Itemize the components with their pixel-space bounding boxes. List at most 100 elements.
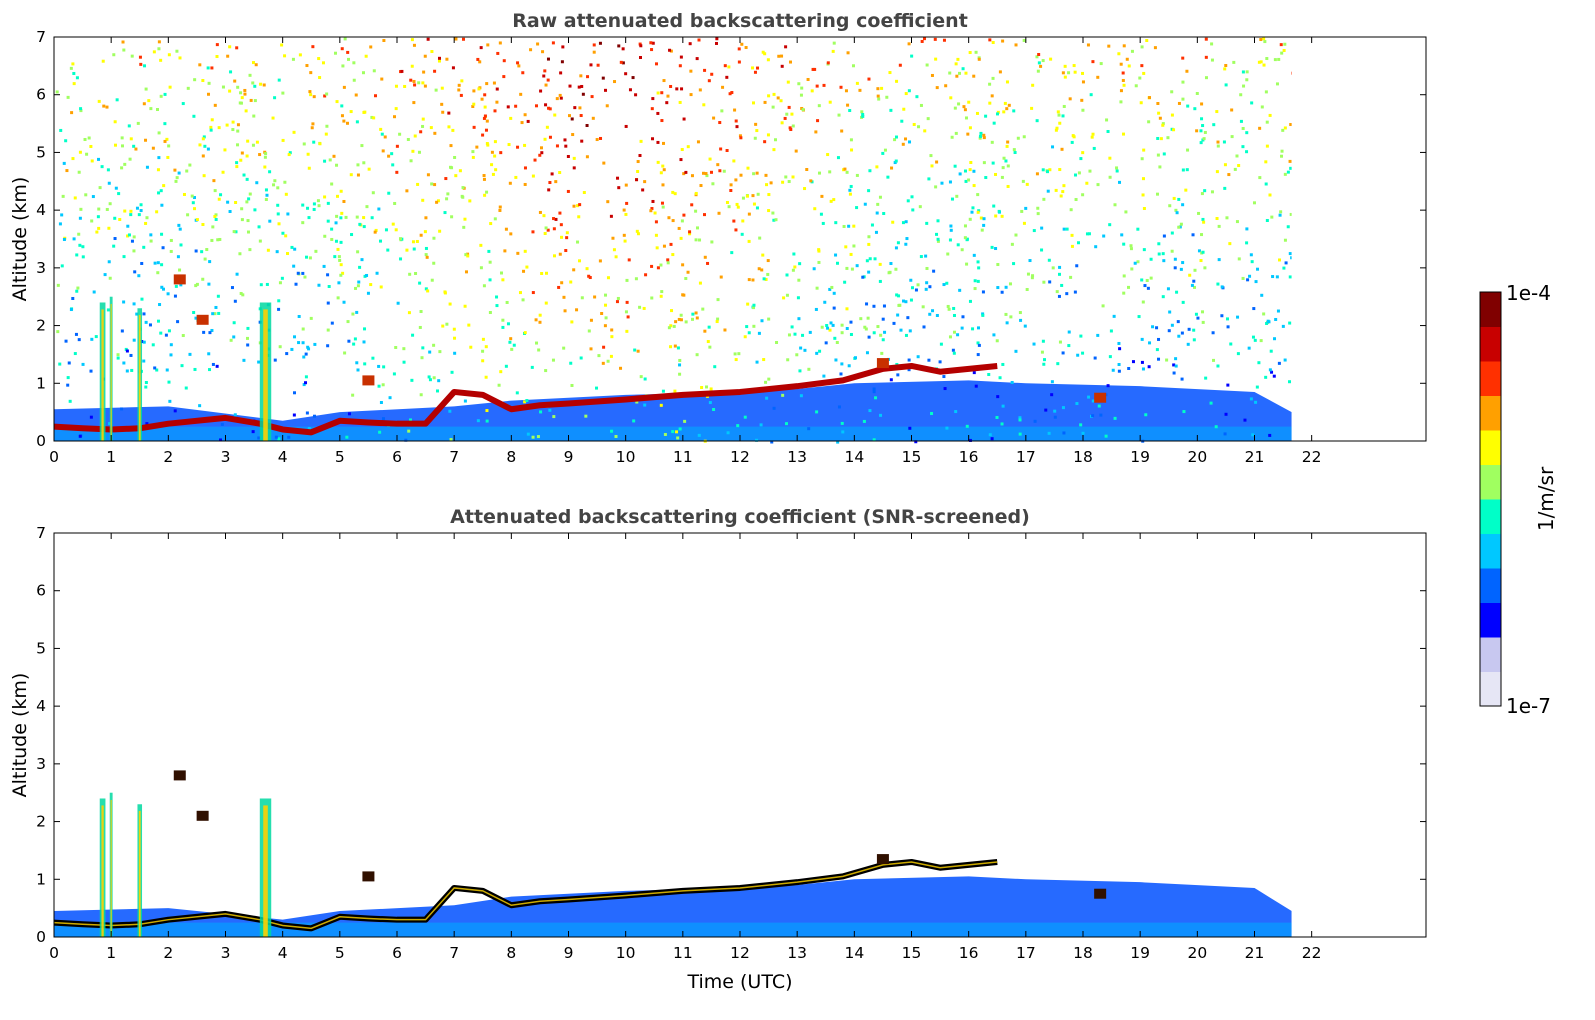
noise-pixel (682, 172, 686, 176)
noise-pixel (690, 203, 694, 207)
noise-pixel (810, 89, 814, 93)
noise-pixel (604, 316, 608, 320)
noise-pixel (323, 94, 327, 98)
noise-pixel (934, 57, 938, 61)
noise-pixel (661, 183, 665, 187)
noise-pixel (867, 242, 871, 246)
noise-pixel (1257, 60, 1261, 64)
noise-pixel (767, 209, 771, 213)
noise-pixel (263, 165, 267, 169)
noise-pixel (834, 358, 838, 362)
noise-pixel (674, 320, 678, 324)
noise-pixel (531, 174, 535, 178)
noise-pixel (477, 87, 481, 91)
x-tick-label: 4 (278, 944, 288, 962)
colorbar-frame (1479, 291, 1502, 707)
noise-pixel (1241, 126, 1245, 130)
noise-pixel (650, 296, 654, 300)
noise-pixel (1252, 307, 1256, 311)
noise-pixel (339, 273, 343, 277)
noise-pixel (213, 189, 217, 193)
noise-pixel (990, 437, 994, 441)
noise-pixel (292, 391, 296, 395)
noise-pixel (1042, 197, 1046, 201)
noise-pixel (587, 329, 591, 333)
noise-pixel (432, 261, 436, 265)
noise-pixel (144, 320, 148, 324)
noise-pixel (381, 149, 385, 153)
noise-pixel (981, 290, 985, 294)
noise-pixel (641, 188, 645, 192)
noise-pixel (1268, 368, 1272, 372)
noise-pixel (770, 440, 774, 444)
noise-pixel (967, 178, 971, 182)
noise-pixel (232, 335, 236, 339)
noise-pixel (1050, 393, 1054, 397)
noise-pixel (890, 166, 894, 170)
noise-pixel (476, 57, 480, 61)
noise-pixel (1005, 107, 1009, 111)
noise-pixel (567, 114, 571, 118)
noise-pixel (1036, 212, 1040, 216)
noise-pixel (181, 102, 185, 106)
noise-pixel (271, 116, 275, 120)
noise-pixel (358, 265, 362, 269)
noise-pixel (486, 143, 490, 147)
noise-pixel (116, 356, 120, 360)
noise-pixel (580, 296, 584, 300)
noise-pixel (797, 278, 801, 282)
noise-pixel (1001, 404, 1005, 408)
noise-pixel (1230, 108, 1234, 112)
x-tick-label: 17 (1016, 448, 1036, 466)
noise-pixel (161, 287, 165, 291)
x-axis-label: Time (UTC) (686, 971, 792, 993)
noise-pixel (659, 263, 663, 267)
noise-pixel (639, 139, 643, 143)
noise-pixel (552, 254, 556, 258)
noise-pixel (1122, 274, 1126, 278)
noise-pixel (62, 161, 66, 165)
noise-pixel (1166, 287, 1170, 291)
noise-pixel (1274, 317, 1278, 321)
y-tick-label: 7 (36, 28, 46, 46)
colorbar-gradient (1480, 292, 1501, 707)
noise-pixel (739, 136, 743, 140)
noise-pixel (799, 394, 803, 398)
noise-pixel (58, 362, 62, 366)
bottom-y-axis-label: Altitude (km) (9, 673, 31, 798)
noise-pixel (1004, 159, 1008, 163)
noise-pixel (453, 155, 457, 159)
noise-pixel (207, 282, 211, 286)
noise-pixel (438, 350, 442, 354)
noise-pixel (472, 102, 476, 106)
noise-pixel (485, 142, 489, 146)
noise-pixel (910, 54, 914, 58)
noise-pixel (1250, 101, 1254, 105)
noise-pixel (663, 432, 667, 436)
noise-pixel (678, 64, 682, 68)
noise-pixel (523, 400, 527, 404)
y-tick-label: 2 (36, 813, 46, 831)
noise-pixel (304, 352, 308, 356)
noise-pixel (949, 224, 953, 228)
noise-pixel (1039, 64, 1043, 68)
noise-pixel (482, 177, 486, 181)
noise-pixel (904, 333, 908, 337)
noise-pixel (391, 222, 395, 226)
noise-pixel (123, 162, 127, 166)
noise-pixel (982, 133, 986, 137)
noise-pixel (1156, 192, 1160, 196)
noise-pixel (879, 413, 883, 417)
noise-pixel (307, 216, 311, 220)
noise-pixel (942, 375, 946, 379)
noise-pixel (337, 255, 341, 259)
noise-pixel (76, 286, 80, 290)
noise-pixel (1136, 260, 1140, 264)
noise-pixel (1280, 51, 1284, 55)
noise-pixel (1109, 329, 1113, 333)
noise-pixel (842, 224, 846, 228)
top-chart-title: Raw attenuated backscattering coefficien… (512, 10, 968, 32)
noise-pixel (753, 70, 757, 74)
noise-pixel (238, 252, 242, 256)
noise-pixel (787, 180, 791, 184)
